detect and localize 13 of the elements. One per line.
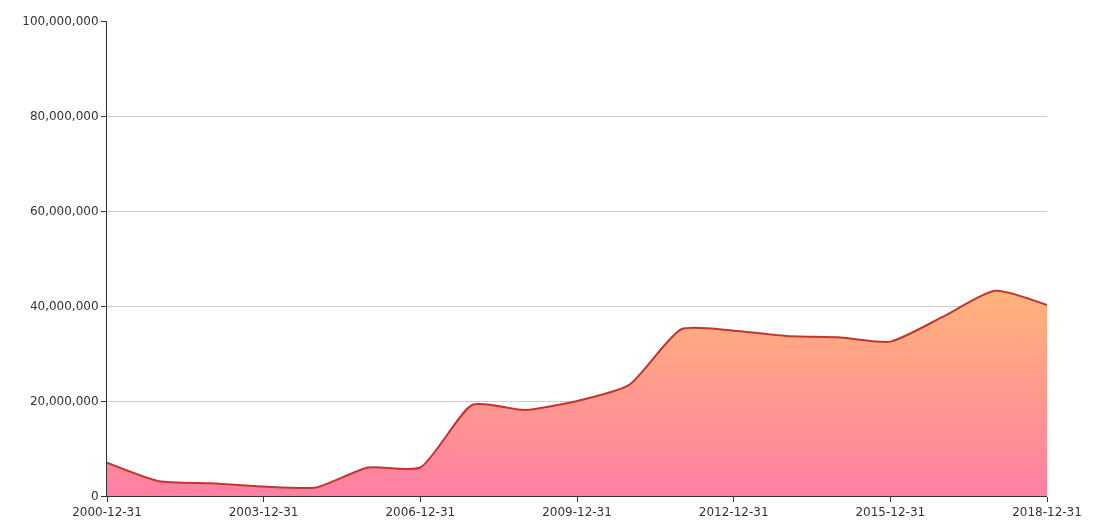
y-tick-label: 80,000,000: [29, 109, 99, 124]
y-tick-label: 20,000,000: [29, 394, 99, 409]
y-tick-label: 100,000,000: [22, 14, 99, 29]
x-tick-label: 2006-12-31: [385, 505, 456, 520]
y-tick-label: 40,000,000: [29, 299, 99, 314]
y-tick-label: 0: [90, 489, 99, 504]
x-tick-label: 2000-12-31: [72, 505, 142, 520]
x-tick-label: 2015-12-31: [855, 505, 926, 520]
x-tick-label: 2012-12-31: [698, 505, 769, 520]
x-tick-label: 2009-12-31: [542, 505, 612, 520]
y-tick-label: 60,000,000: [29, 204, 99, 219]
x-tick-label: 2018-12-31: [1012, 505, 1082, 520]
x-tick-label: 2003-12-31: [228, 505, 299, 520]
